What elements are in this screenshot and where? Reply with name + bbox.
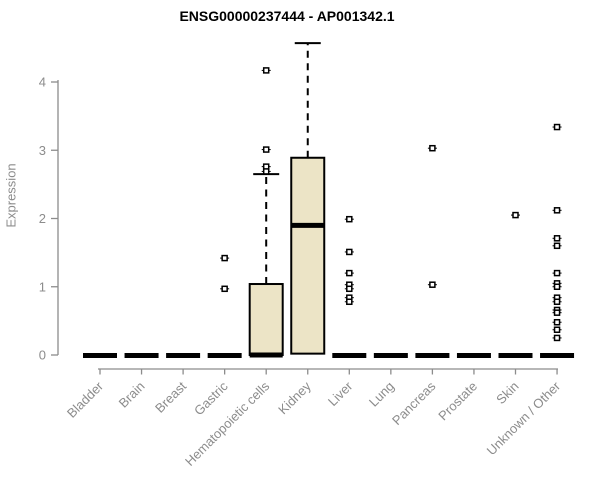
zero-box: [456, 353, 491, 358]
y-axis: 0 1 2 3 4: [39, 75, 59, 363]
outlier-square: [553, 207, 561, 214]
outlier-point: [344, 248, 354, 256]
box: [248, 283, 284, 356]
chart-title: ENSG00000237444 - AP001342.1: [179, 8, 395, 24]
outlier-square: [346, 215, 353, 223]
boxplot-skin: [498, 211, 533, 358]
boxplot-prostate: [456, 353, 491, 358]
x-tick-label: Unknown / Other: [484, 378, 564, 458]
x-tick-label: Prostate: [435, 379, 480, 424]
outlier-point: [552, 242, 562, 250]
outlier-point: [427, 281, 437, 288]
outlier-point: [552, 334, 562, 342]
outlier-point: [261, 168, 271, 175]
zero-box: [124, 353, 159, 358]
x-tick-label: Bladder: [64, 378, 107, 421]
outlier-point: [552, 318, 562, 326]
outlier-square: [221, 285, 228, 293]
outlier-point: [344, 285, 354, 293]
outlier-square: [553, 123, 561, 131]
boxplot-pancreas: [415, 144, 450, 358]
outlier-square: [262, 67, 270, 74]
zero-box: [166, 353, 201, 358]
boxplot-lung: [373, 353, 408, 358]
outlier-square: [553, 269, 561, 277]
zero-box: [373, 353, 408, 358]
outlier-square: [553, 318, 561, 326]
outlier-square: [346, 298, 353, 306]
boxplot-unknown-other: [540, 123, 575, 358]
outlier-square: [346, 269, 353, 277]
y-tick-label: 0: [39, 348, 46, 363]
outlier-point: [552, 326, 562, 333]
box: [290, 156, 326, 355]
outlier-square: [512, 211, 519, 219]
zero-box: [415, 353, 450, 358]
outlier-square: [262, 146, 270, 153]
outlier-point: [552, 298, 562, 306]
y-tick-label: 1: [39, 279, 46, 294]
zero-box: [207, 353, 242, 358]
boxplot-gastric: [207, 254, 242, 358]
x-tick-label: Pancreas: [389, 378, 439, 428]
zero-box: [332, 353, 367, 358]
x-tick-label: Lung: [366, 379, 397, 410]
outlier-point: [261, 67, 271, 74]
outlier-square: [553, 235, 561, 242]
boxplot-breast: [166, 353, 201, 358]
outlier-square: [262, 168, 270, 175]
boxplot-hematopoietic-cells: [248, 67, 284, 358]
outlier-point: [552, 283, 562, 290]
outlier-point: [344, 215, 354, 223]
outlier-point: [344, 298, 354, 306]
outlier-point: [261, 146, 271, 153]
outlier-square: [553, 242, 561, 250]
x-tick-label: Liver: [325, 378, 356, 409]
zero-box: [540, 353, 575, 358]
outlier-square: [429, 281, 436, 288]
y-tick-label: 2: [39, 211, 46, 226]
outlier-square: [553, 334, 561, 342]
outlier-square: [553, 298, 561, 306]
outlier-point: [552, 123, 562, 131]
boxplot-kidney: [290, 42, 326, 355]
x-tick-label: Breast: [152, 378, 189, 415]
outlier-point: [220, 254, 230, 262]
x-tick-label: Skin: [493, 379, 521, 407]
outlier-square: [553, 326, 561, 333]
outlier-point: [220, 285, 230, 293]
outlier-square: [346, 285, 353, 293]
x-tick-label: Kidney: [275, 378, 314, 417]
outlier-square: [221, 254, 228, 262]
y-tick-label: 3: [39, 143, 46, 158]
outlier-square: [429, 144, 436, 152]
outlier-point: [552, 235, 562, 242]
outlier-point: [344, 269, 354, 277]
outlier-square: [553, 283, 561, 290]
boxplot-brain: [124, 353, 159, 358]
outlier-point: [552, 269, 562, 277]
boxplot-bladder: [83, 353, 117, 358]
outlier-point: [511, 211, 520, 219]
y-tick-label: 4: [39, 75, 46, 90]
x-tick-label: Gastric: [191, 378, 231, 418]
outlier-square: [553, 309, 561, 316]
outlier-point: [552, 207, 562, 214]
outlier-square: [346, 248, 353, 256]
x-tick-label: Brain: [116, 379, 148, 411]
boxplot-liver: [332, 215, 367, 358]
zero-box: [498, 353, 533, 358]
outlier-point: [552, 309, 562, 316]
outlier-point: [427, 144, 437, 152]
zero-box: [83, 353, 117, 358]
y-axis-label: Expression: [3, 163, 19, 228]
